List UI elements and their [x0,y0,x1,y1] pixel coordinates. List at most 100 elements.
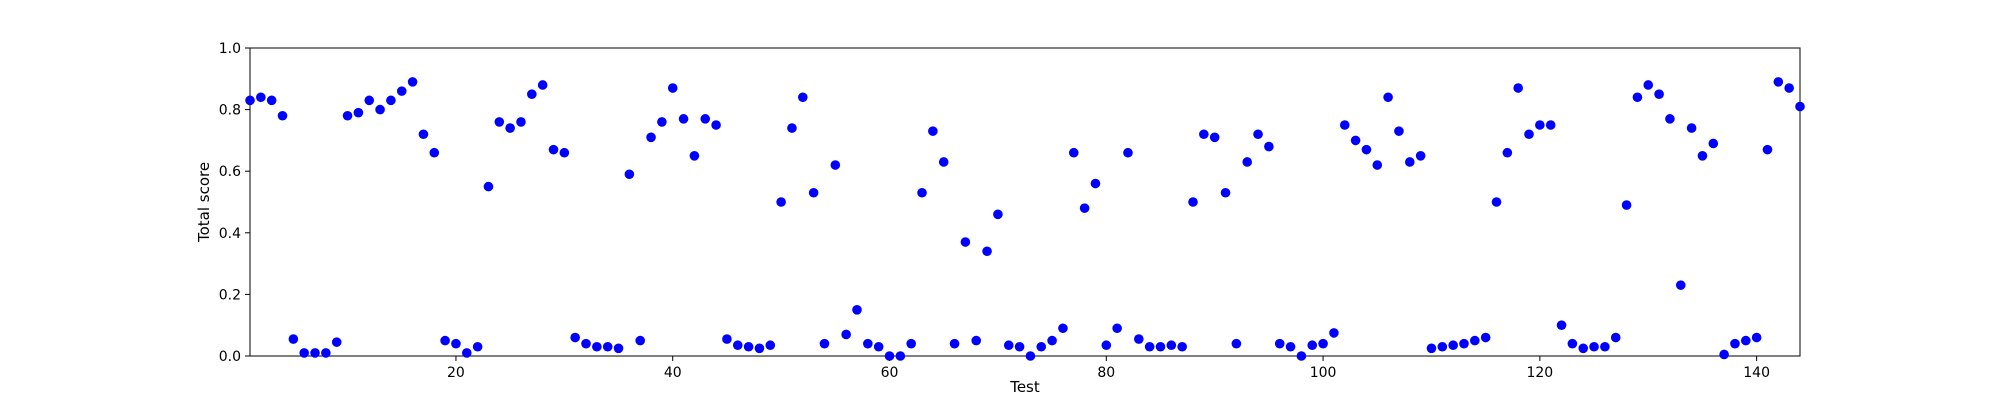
data-point [602,341,613,352]
data-point [321,348,331,358]
data-point [646,132,656,143]
x-tick-label: 60 [881,365,899,381]
data-point [1762,144,1773,155]
data-point [1014,341,1025,352]
data-points [245,77,1805,361]
data-point [895,351,906,361]
data-point [1372,160,1383,170]
axis-ticks: 20 40 60 80 100 120 140 0.0 0.2 0.4 0.6 0.8 1.0 [219,41,1770,381]
data-point [1708,138,1719,149]
data-point [1329,328,1339,338]
data-point [928,126,938,136]
data-point [884,351,895,361]
data-point [407,77,418,87]
data-point [1134,334,1144,344]
x-tick-label: 80 [1097,365,1115,381]
data-point [1730,338,1740,349]
data-point [592,341,602,352]
data-point [353,107,364,118]
data-point [581,338,591,349]
data-point [1199,129,1209,140]
data-point [537,80,548,90]
data-point [375,104,385,115]
data-point [678,114,689,124]
data-point [331,337,342,347]
data-point [1437,341,1448,352]
data-point [472,341,483,352]
data-point [1795,101,1805,112]
data-point [635,335,646,346]
data-point [1361,144,1372,155]
data-point [1047,335,1057,346]
data-point [700,114,711,124]
data-point [1394,126,1404,136]
data-point [1426,343,1437,354]
data-point [1480,332,1491,343]
data-point [1545,120,1556,130]
data-point [1307,340,1318,351]
data-point [1491,197,1502,207]
data-point [1741,335,1751,346]
x-tick-label: 120 [1526,365,1553,381]
data-point [819,338,830,349]
data-point [1589,341,1599,352]
data-point [1524,129,1534,140]
data-point [1220,187,1231,198]
data-point [1090,178,1101,189]
data-point [1101,340,1112,351]
data-point [1643,80,1654,90]
data-point [440,335,450,346]
data-point [841,329,851,340]
data-point [1665,114,1675,124]
data-point [993,209,1003,220]
data-point [938,157,949,167]
data-point [277,110,288,121]
data-point [1513,83,1523,93]
data-point [342,110,353,121]
data-point [830,160,841,170]
x-tick-label: 140 [1743,365,1770,381]
data-point [1339,120,1350,130]
data-point [689,151,700,161]
data-point [743,341,754,352]
data-point [1556,320,1567,331]
data-point [1773,77,1784,87]
data-point [971,335,982,346]
data-point [1209,132,1220,143]
data-point [310,348,320,358]
y-tick-label: 0.6 [219,164,241,180]
data-point [1177,341,1187,352]
data-point [364,95,375,106]
data-point [1188,197,1198,207]
y-axis-label: Total score [195,162,213,243]
data-point [1350,135,1361,146]
data-point [1003,340,1014,351]
data-point [754,343,765,354]
data-point [1686,123,1697,133]
data-point [461,348,472,358]
data-point [1675,280,1686,290]
data-point [667,83,678,93]
data-point [418,129,429,140]
data-point [483,181,494,192]
data-point [787,123,797,133]
data-point [1253,129,1263,140]
data-point [722,334,732,344]
data-point [1058,323,1068,334]
data-point [1166,340,1177,351]
data-point [1654,89,1664,99]
data-point [852,305,862,315]
y-tick-label: 0.8 [219,103,241,119]
data-point [1751,332,1762,343]
data-point [906,338,916,349]
data-point [1025,351,1036,361]
data-point [1285,341,1296,352]
data-point [288,334,299,344]
data-point [1578,343,1589,354]
data-point [1144,341,1155,352]
x-tick-label: 40 [664,365,682,381]
data-point [1079,203,1090,213]
data-point [1068,147,1079,158]
data-point [1415,151,1426,161]
